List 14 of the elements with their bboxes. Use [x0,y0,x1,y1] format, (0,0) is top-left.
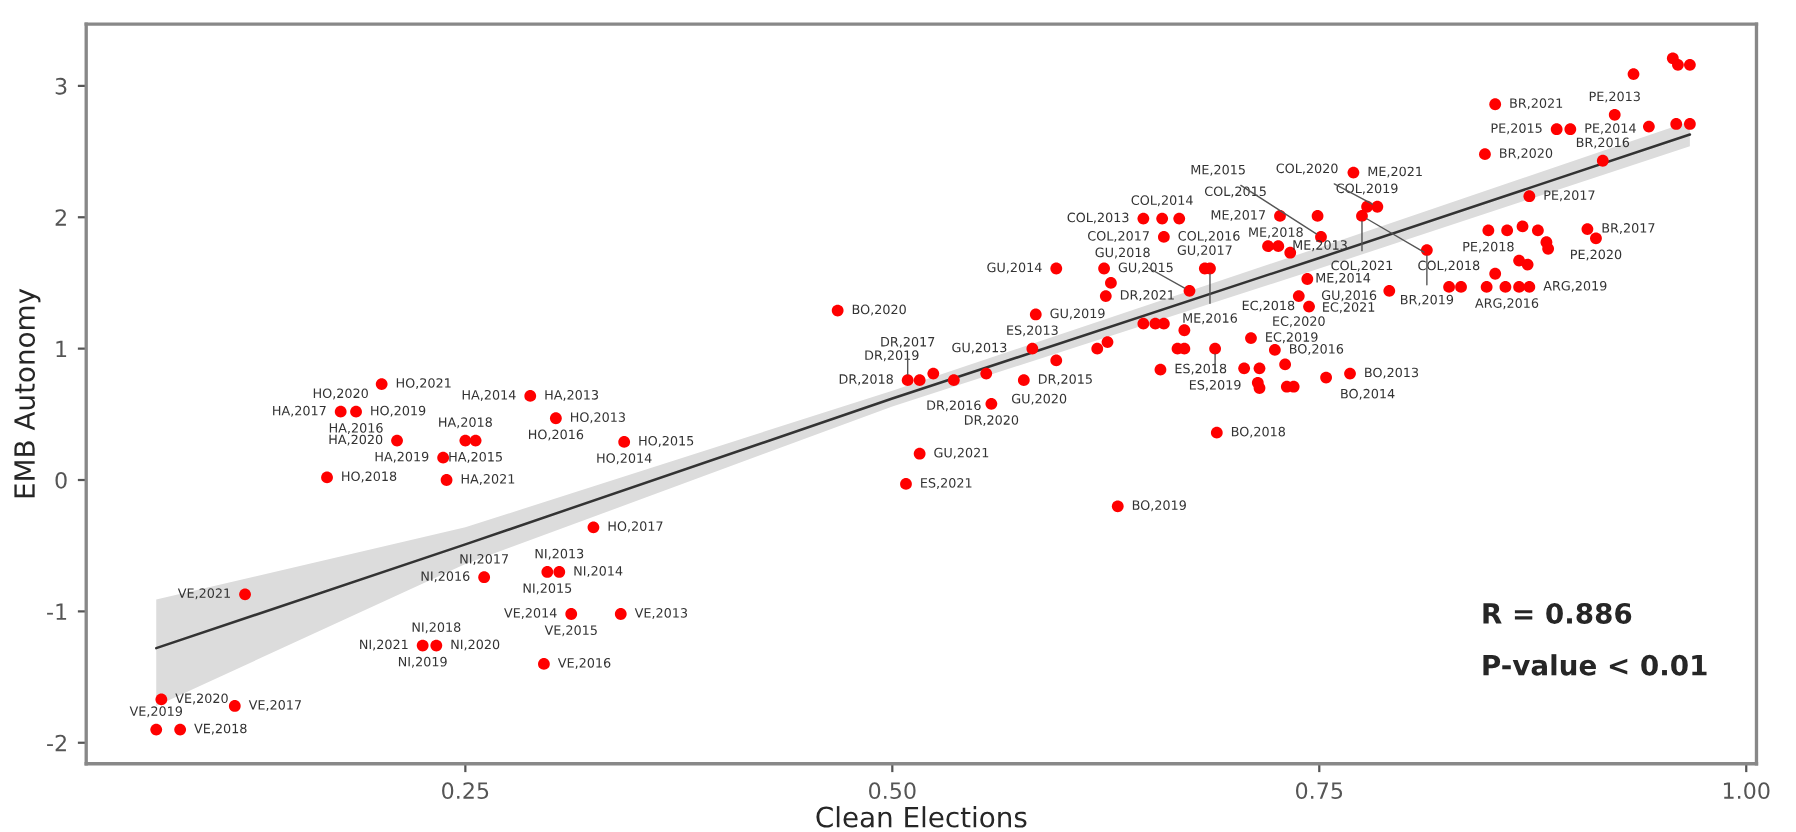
annotation: R = 0.886 [1483,602,1632,624]
y-tick-label: 3 [55,77,67,95]
x-tick-label: 0.25 [442,782,489,800]
y-tick-label: -1 [47,603,67,620]
y-tick-label: 0 [55,471,67,489]
y-tick-label: 2 [55,209,66,226]
x-tick-label: 1.00 [1723,782,1770,800]
x-tick-label: 0.50 [869,782,916,800]
annotation: P-value < 0.01 [1483,654,1707,676]
y-tick-label: 1 [56,340,67,358]
y-tick-label: -2 [47,734,66,752]
y-axis-title: EMB Autonomy [14,288,41,498]
x-tick-label: 0.75 [1296,782,1343,800]
x-axis-title: Clean Elections [816,806,1027,828]
